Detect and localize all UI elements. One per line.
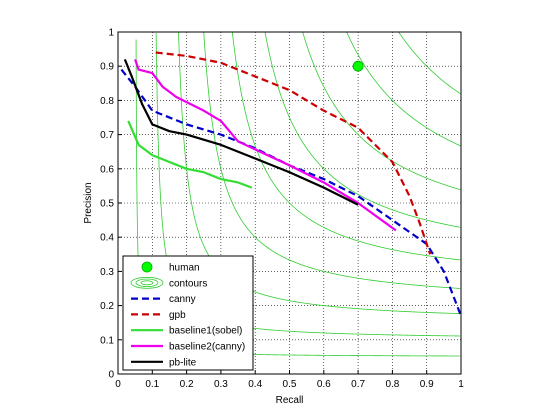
y-tick-label: 0.8 bbox=[100, 96, 114, 107]
x-tick-label: 0.9 bbox=[420, 379, 434, 390]
y-tick-label: 0.5 bbox=[100, 199, 114, 210]
x-tick-label: 0 bbox=[115, 379, 121, 390]
y-tick-label: 0.7 bbox=[100, 130, 114, 141]
legend-label: human bbox=[169, 263, 200, 274]
x-tick-label: 0.3 bbox=[214, 379, 228, 390]
human-point bbox=[352, 60, 364, 72]
axis-ticks: 0 0.1 0.2 0.3 0.4 0.5 0.6 0.7 0.8 0.9 1 0 0.1 0.2 0.3 0… bbox=[100, 28, 464, 391]
series-line-baseline1-sobel- bbox=[127, 120, 253, 189]
x-tick-label: 0.8 bbox=[385, 379, 399, 390]
f-contour bbox=[302, 32, 461, 191]
legend-swatch-human bbox=[141, 261, 153, 273]
y-tick-label: 0 bbox=[108, 370, 114, 381]
x-tick-label: 0.1 bbox=[145, 379, 159, 390]
legend-box bbox=[122, 255, 254, 371]
f-contour bbox=[203, 32, 461, 289]
legend-label: canny bbox=[169, 294, 196, 305]
series-line-gpb bbox=[155, 51, 432, 255]
legend: human contours canny gpb baseline1(sobel) bas… bbox=[122, 255, 254, 371]
y-tick-label: 0.9 bbox=[100, 62, 114, 73]
f-contour bbox=[231, 32, 461, 261]
legend-label: pb-lite bbox=[169, 357, 197, 368]
f-contour bbox=[398, 32, 461, 95]
legend-swatch-contour bbox=[130, 276, 164, 289]
x-tick-label: 0.5 bbox=[283, 379, 297, 390]
y-tick-label: 0.6 bbox=[100, 164, 114, 175]
x-tick-label: 1 bbox=[458, 379, 464, 390]
y-tick-label: 0.3 bbox=[100, 267, 114, 278]
human-marker bbox=[352, 60, 364, 72]
x-tick-label: 0.4 bbox=[248, 379, 262, 390]
series-line-baseline2-canny- bbox=[134, 59, 397, 232]
series-line-pb-lite bbox=[123, 58, 359, 206]
y-tick-label: 1 bbox=[108, 28, 114, 39]
x-tick-label: 0.2 bbox=[180, 379, 194, 390]
legend-swatch-contour bbox=[135, 278, 159, 287]
legend-swatch-contour bbox=[140, 280, 154, 286]
y-tick-label: 0.4 bbox=[100, 233, 114, 244]
x-axis-label: Recall bbox=[276, 395, 304, 406]
y-tick-label: 0.2 bbox=[100, 301, 114, 312]
f-contour bbox=[178, 32, 461, 315]
legend-label: contours bbox=[169, 278, 207, 289]
legend-label: gpb bbox=[169, 310, 186, 321]
f-contour bbox=[264, 32, 461, 228]
f-contour bbox=[346, 32, 461, 147]
y-tick-label: 0.1 bbox=[100, 335, 114, 346]
series-lines bbox=[120, 51, 463, 317]
x-tick-label: 0.6 bbox=[317, 379, 331, 390]
legend-label: baseline1(sobel) bbox=[169, 326, 242, 337]
legend-label: baseline2(canny) bbox=[169, 342, 245, 353]
y-axis-label: Precision bbox=[83, 182, 94, 223]
x-tick-label: 0.7 bbox=[351, 379, 365, 390]
